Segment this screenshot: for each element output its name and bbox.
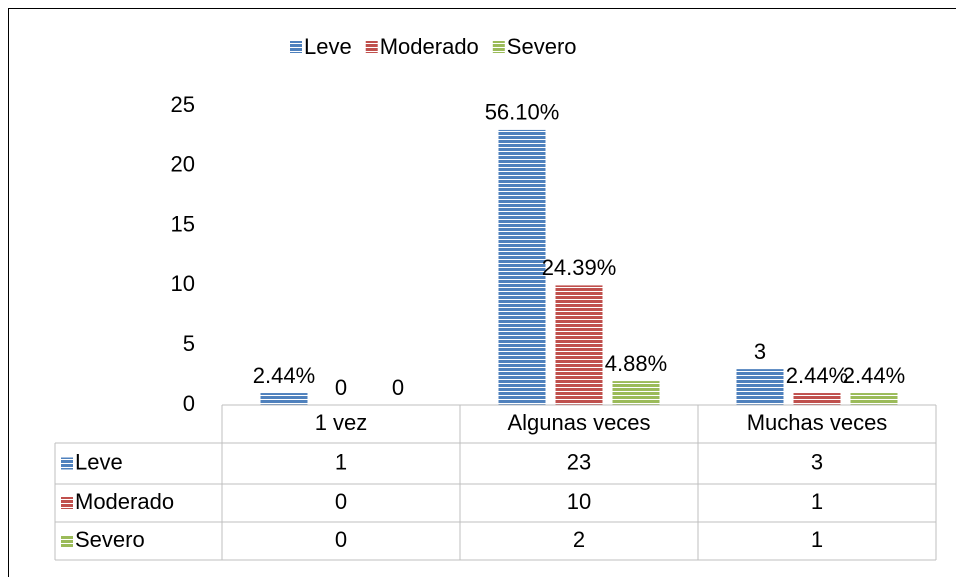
table-cell: 1 (811, 489, 823, 514)
y-tick-label: 20 (171, 152, 195, 177)
y-tick-label: 0 (183, 391, 195, 416)
table-cell: 0 (335, 527, 347, 552)
data-label: 56.10% (485, 100, 560, 125)
bar (736, 369, 784, 405)
bar (555, 285, 603, 405)
table-cell: 2 (573, 527, 585, 552)
legend-swatch (61, 457, 73, 470)
table-row-label: Moderado (75, 489, 174, 514)
y-tick-label: 10 (171, 271, 195, 296)
data-label: 4.88% (605, 351, 667, 376)
table-cell: 1 (811, 527, 823, 552)
data-label: 0 (392, 375, 404, 400)
table-row-label: Severo (75, 527, 145, 552)
table-cell: 23 (567, 449, 591, 474)
bar (850, 393, 898, 405)
data-label: 2.44% (843, 363, 905, 388)
bar (612, 381, 660, 405)
data-label: 0 (335, 375, 347, 400)
data-label: 24.39% (542, 255, 617, 280)
legend-swatch (61, 497, 73, 509)
chart-frame (8, 8, 956, 577)
legend-swatch (290, 41, 302, 53)
y-tick-label: 25 (171, 92, 195, 117)
y-tick-label: 15 (171, 211, 195, 236)
y-tick-label: 5 (183, 331, 195, 356)
table-cell: 0 (335, 489, 347, 514)
data-label: 2.44% (786, 363, 848, 388)
table-header: Algunas veces (507, 410, 650, 435)
legend-swatch (61, 535, 73, 547)
bar (793, 393, 841, 405)
legend-label: Severo (507, 34, 577, 59)
table-cell: 3 (811, 449, 823, 474)
legend-label: Moderado (380, 34, 479, 59)
legend-label: Leve (304, 34, 352, 59)
data-label: 2.44% (253, 363, 315, 388)
legend-swatch (365, 41, 378, 53)
data-label: 3 (754, 339, 766, 364)
bar (260, 393, 308, 405)
table-row-label: Leve (75, 449, 123, 474)
table-header: 1 vez (315, 410, 368, 435)
table-cell: 1 (335, 449, 347, 474)
table-header: Muchas veces (747, 410, 888, 435)
table-cell: 10 (567, 489, 591, 514)
bar (498, 129, 546, 406)
legend-swatch (492, 41, 505, 53)
